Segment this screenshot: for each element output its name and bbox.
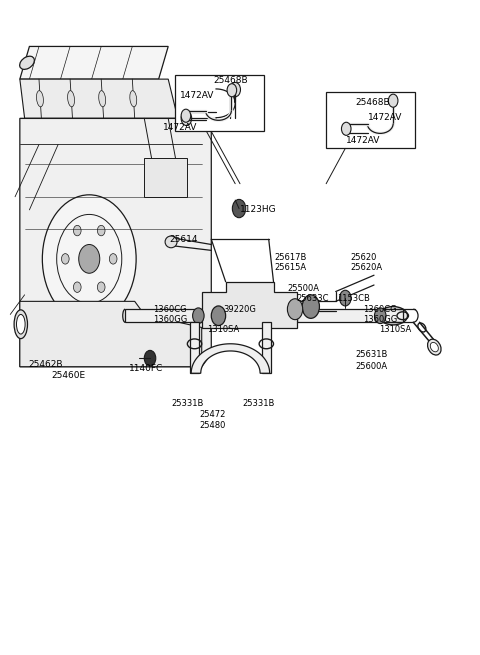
Text: 39220G: 39220G xyxy=(223,305,256,314)
Text: 1472AV: 1472AV xyxy=(346,136,381,145)
Circle shape xyxy=(97,225,105,236)
Text: 25468B: 25468B xyxy=(214,76,248,85)
Text: 25633C: 25633C xyxy=(296,294,328,303)
Polygon shape xyxy=(125,309,202,322)
Text: 1360CG: 1360CG xyxy=(363,305,397,314)
Circle shape xyxy=(97,282,105,292)
Text: 1472AV: 1472AV xyxy=(163,123,198,132)
Text: 25468B: 25468B xyxy=(356,98,390,107)
Circle shape xyxy=(288,299,303,320)
Polygon shape xyxy=(298,309,384,322)
Circle shape xyxy=(181,109,191,122)
Circle shape xyxy=(144,350,156,366)
Text: 1310SA: 1310SA xyxy=(207,325,240,334)
Polygon shape xyxy=(191,344,270,373)
Circle shape xyxy=(181,111,192,126)
Text: 1310SA: 1310SA xyxy=(379,325,411,334)
Circle shape xyxy=(232,199,246,217)
Circle shape xyxy=(227,84,237,97)
Text: 25460E: 25460E xyxy=(51,371,85,380)
Text: 25331B: 25331B xyxy=(171,400,204,409)
Text: 25631B: 25631B xyxy=(356,350,388,360)
Text: 25615A: 25615A xyxy=(275,263,307,272)
Circle shape xyxy=(388,94,398,107)
Circle shape xyxy=(374,308,386,324)
Circle shape xyxy=(339,290,351,306)
Text: 25462B: 25462B xyxy=(28,360,63,369)
Bar xyxy=(144,158,187,196)
Circle shape xyxy=(341,122,351,136)
Text: 25620: 25620 xyxy=(350,253,376,262)
Circle shape xyxy=(302,295,320,318)
Circle shape xyxy=(73,282,81,292)
Text: 25500A: 25500A xyxy=(288,284,320,293)
Text: 25472: 25472 xyxy=(199,410,226,419)
Polygon shape xyxy=(190,322,199,373)
Text: 25614: 25614 xyxy=(169,235,198,244)
Ellipse shape xyxy=(379,307,408,325)
Text: 25617B: 25617B xyxy=(275,253,307,262)
Ellipse shape xyxy=(99,90,106,107)
Text: 1360GG: 1360GG xyxy=(153,314,187,324)
Text: 25600A: 25600A xyxy=(356,362,388,371)
Circle shape xyxy=(73,225,81,236)
Circle shape xyxy=(230,83,240,97)
Ellipse shape xyxy=(14,310,27,339)
Text: 1472AV: 1472AV xyxy=(180,91,215,100)
Text: 1360GG: 1360GG xyxy=(363,314,398,324)
Ellipse shape xyxy=(16,314,25,334)
Ellipse shape xyxy=(165,236,177,248)
Text: 1472AV: 1472AV xyxy=(368,113,403,122)
Ellipse shape xyxy=(20,56,35,69)
Bar xyxy=(326,92,415,149)
Circle shape xyxy=(211,306,226,326)
Polygon shape xyxy=(20,79,178,119)
Text: 1123HG: 1123HG xyxy=(240,205,276,214)
Circle shape xyxy=(109,253,117,264)
Text: 1140FC: 1140FC xyxy=(129,364,163,373)
Polygon shape xyxy=(20,119,211,367)
Ellipse shape xyxy=(430,343,438,352)
Polygon shape xyxy=(20,301,202,367)
Ellipse shape xyxy=(130,90,137,107)
Ellipse shape xyxy=(428,339,441,355)
Ellipse shape xyxy=(384,310,403,322)
Polygon shape xyxy=(20,47,168,79)
Circle shape xyxy=(192,308,204,324)
Circle shape xyxy=(61,253,69,264)
Text: 25620A: 25620A xyxy=(350,263,382,272)
Text: 1360CG: 1360CG xyxy=(153,305,187,314)
Text: 25480: 25480 xyxy=(199,421,226,430)
Bar xyxy=(175,75,264,132)
Circle shape xyxy=(42,195,136,323)
Circle shape xyxy=(79,244,100,273)
Ellipse shape xyxy=(36,90,43,107)
Polygon shape xyxy=(262,322,271,373)
Polygon shape xyxy=(202,282,298,328)
Text: 25331B: 25331B xyxy=(243,400,275,409)
Ellipse shape xyxy=(68,90,74,107)
Polygon shape xyxy=(379,309,403,322)
Text: 1153CB: 1153CB xyxy=(337,294,370,303)
